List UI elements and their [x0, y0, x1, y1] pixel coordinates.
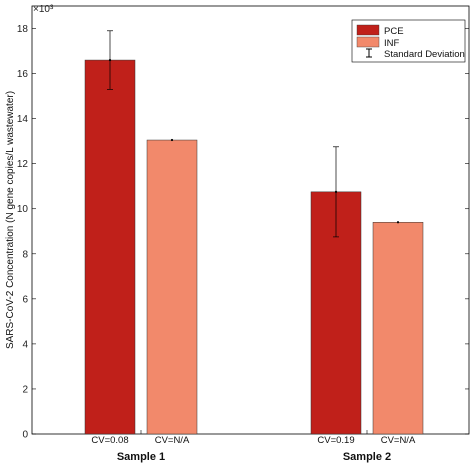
y-tick-label: 12	[17, 159, 29, 170]
y-tick-label: 10	[17, 204, 29, 215]
y-tick-label: 14	[17, 114, 29, 125]
y-tick-label: 18	[17, 24, 29, 35]
bars	[84, 59, 424, 435]
legend-swatch-inf	[356, 36, 380, 48]
y-tick-label: 0	[22, 430, 28, 441]
legend-label-std: Standard Deviation	[384, 49, 465, 60]
error-bar-mean-dot	[396, 221, 400, 224]
y-exponent-label: ×10³	[33, 4, 54, 15]
legend-label-pce: PCE	[384, 26, 404, 37]
bar-inf	[146, 139, 198, 435]
error-bar-mean-dot	[170, 138, 174, 142]
cv-label: CV=N/A	[381, 435, 416, 446]
y-tick-label: 4	[22, 339, 28, 350]
cv-label: CV=N/A	[155, 435, 190, 446]
cv-label: CV=0.19	[317, 435, 354, 446]
error-bar-mean-dot	[108, 58, 112, 62]
error-bar-mean-dot	[334, 190, 338, 193]
legend-swatch-pce	[356, 24, 380, 36]
y-tick-label: 6	[22, 294, 28, 305]
y-tick-label: 2	[22, 384, 28, 395]
x-axis-labels: CV=0.08 CV=N/A Sample 1 CV=0.19 CV=N/A Sample…	[91, 430, 416, 463]
y-tick-label: 16	[17, 69, 29, 80]
y-axis-ticks: 0 2 4 6 8 10 12 14 16 18	[17, 24, 469, 441]
group-label: Sample 1	[117, 451, 165, 463]
error-bars	[107, 30, 400, 238]
bar-pce	[84, 59, 136, 435]
legend-label-inf: INF	[384, 38, 400, 49]
bar-inf	[372, 222, 424, 435]
y-tick-label: 8	[22, 249, 28, 260]
cv-label: CV=0.08	[91, 435, 128, 446]
group-label: Sample 2	[343, 451, 391, 463]
legend: PCE INF Standard Deviation	[351, 19, 466, 63]
legend-swatch-std	[366, 48, 372, 58]
y-axis-label: SARS-CoV-2 Concentration (N gene copies/…	[5, 91, 16, 349]
